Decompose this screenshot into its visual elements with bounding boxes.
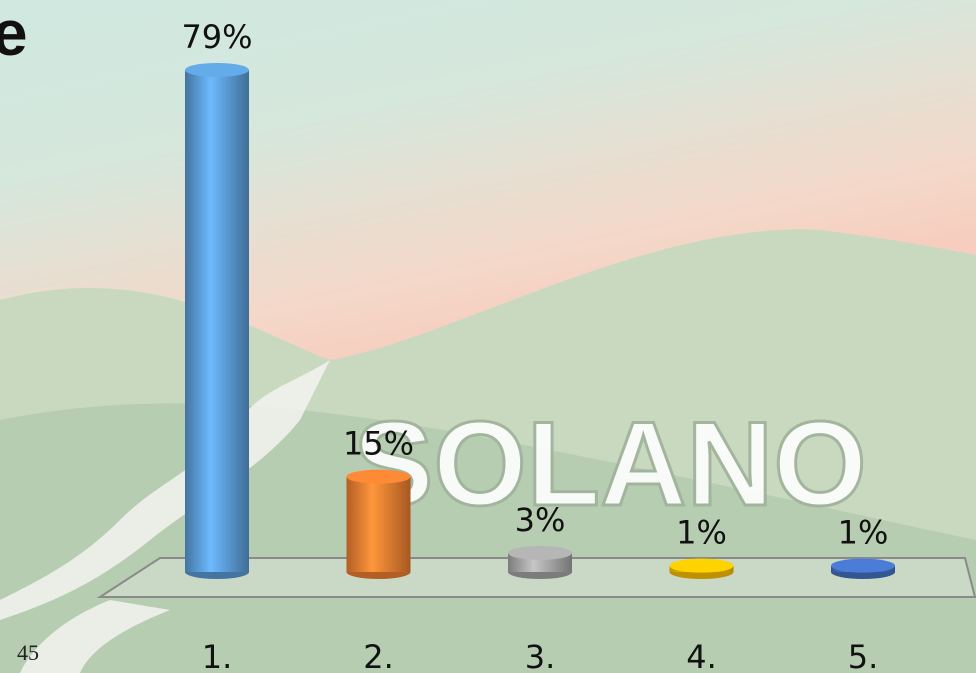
cylinder-top xyxy=(831,559,895,573)
value-label: 3% xyxy=(515,501,566,539)
value-label: 1% xyxy=(676,514,727,552)
title: e xyxy=(0,0,28,69)
cylinder-top xyxy=(347,470,411,484)
bar xyxy=(347,477,411,572)
x-tick-label: 3. xyxy=(525,638,556,673)
slide: SOLANO e 45 79% 1. 15% 2. 3% 3. 1% 4. 1% 5. xyxy=(0,0,976,673)
cylinder-top xyxy=(185,63,249,77)
x-tick-label: 4. xyxy=(686,638,717,673)
cylinder-top xyxy=(670,559,734,573)
logo: SOLANO xyxy=(353,397,866,531)
value-label: 1% xyxy=(838,514,889,552)
x-tick-label: 5. xyxy=(848,638,879,673)
cylinder-top xyxy=(508,546,572,560)
bar xyxy=(185,70,249,572)
value-label: 15% xyxy=(343,425,414,463)
x-tick-label: 2. xyxy=(363,638,394,673)
value-label: 79% xyxy=(181,18,252,56)
page: {"slide": {"title_fragment": "e", "page_… xyxy=(0,0,976,673)
x-tick-label: 1. xyxy=(202,638,233,673)
page-number: 45 xyxy=(17,640,39,665)
